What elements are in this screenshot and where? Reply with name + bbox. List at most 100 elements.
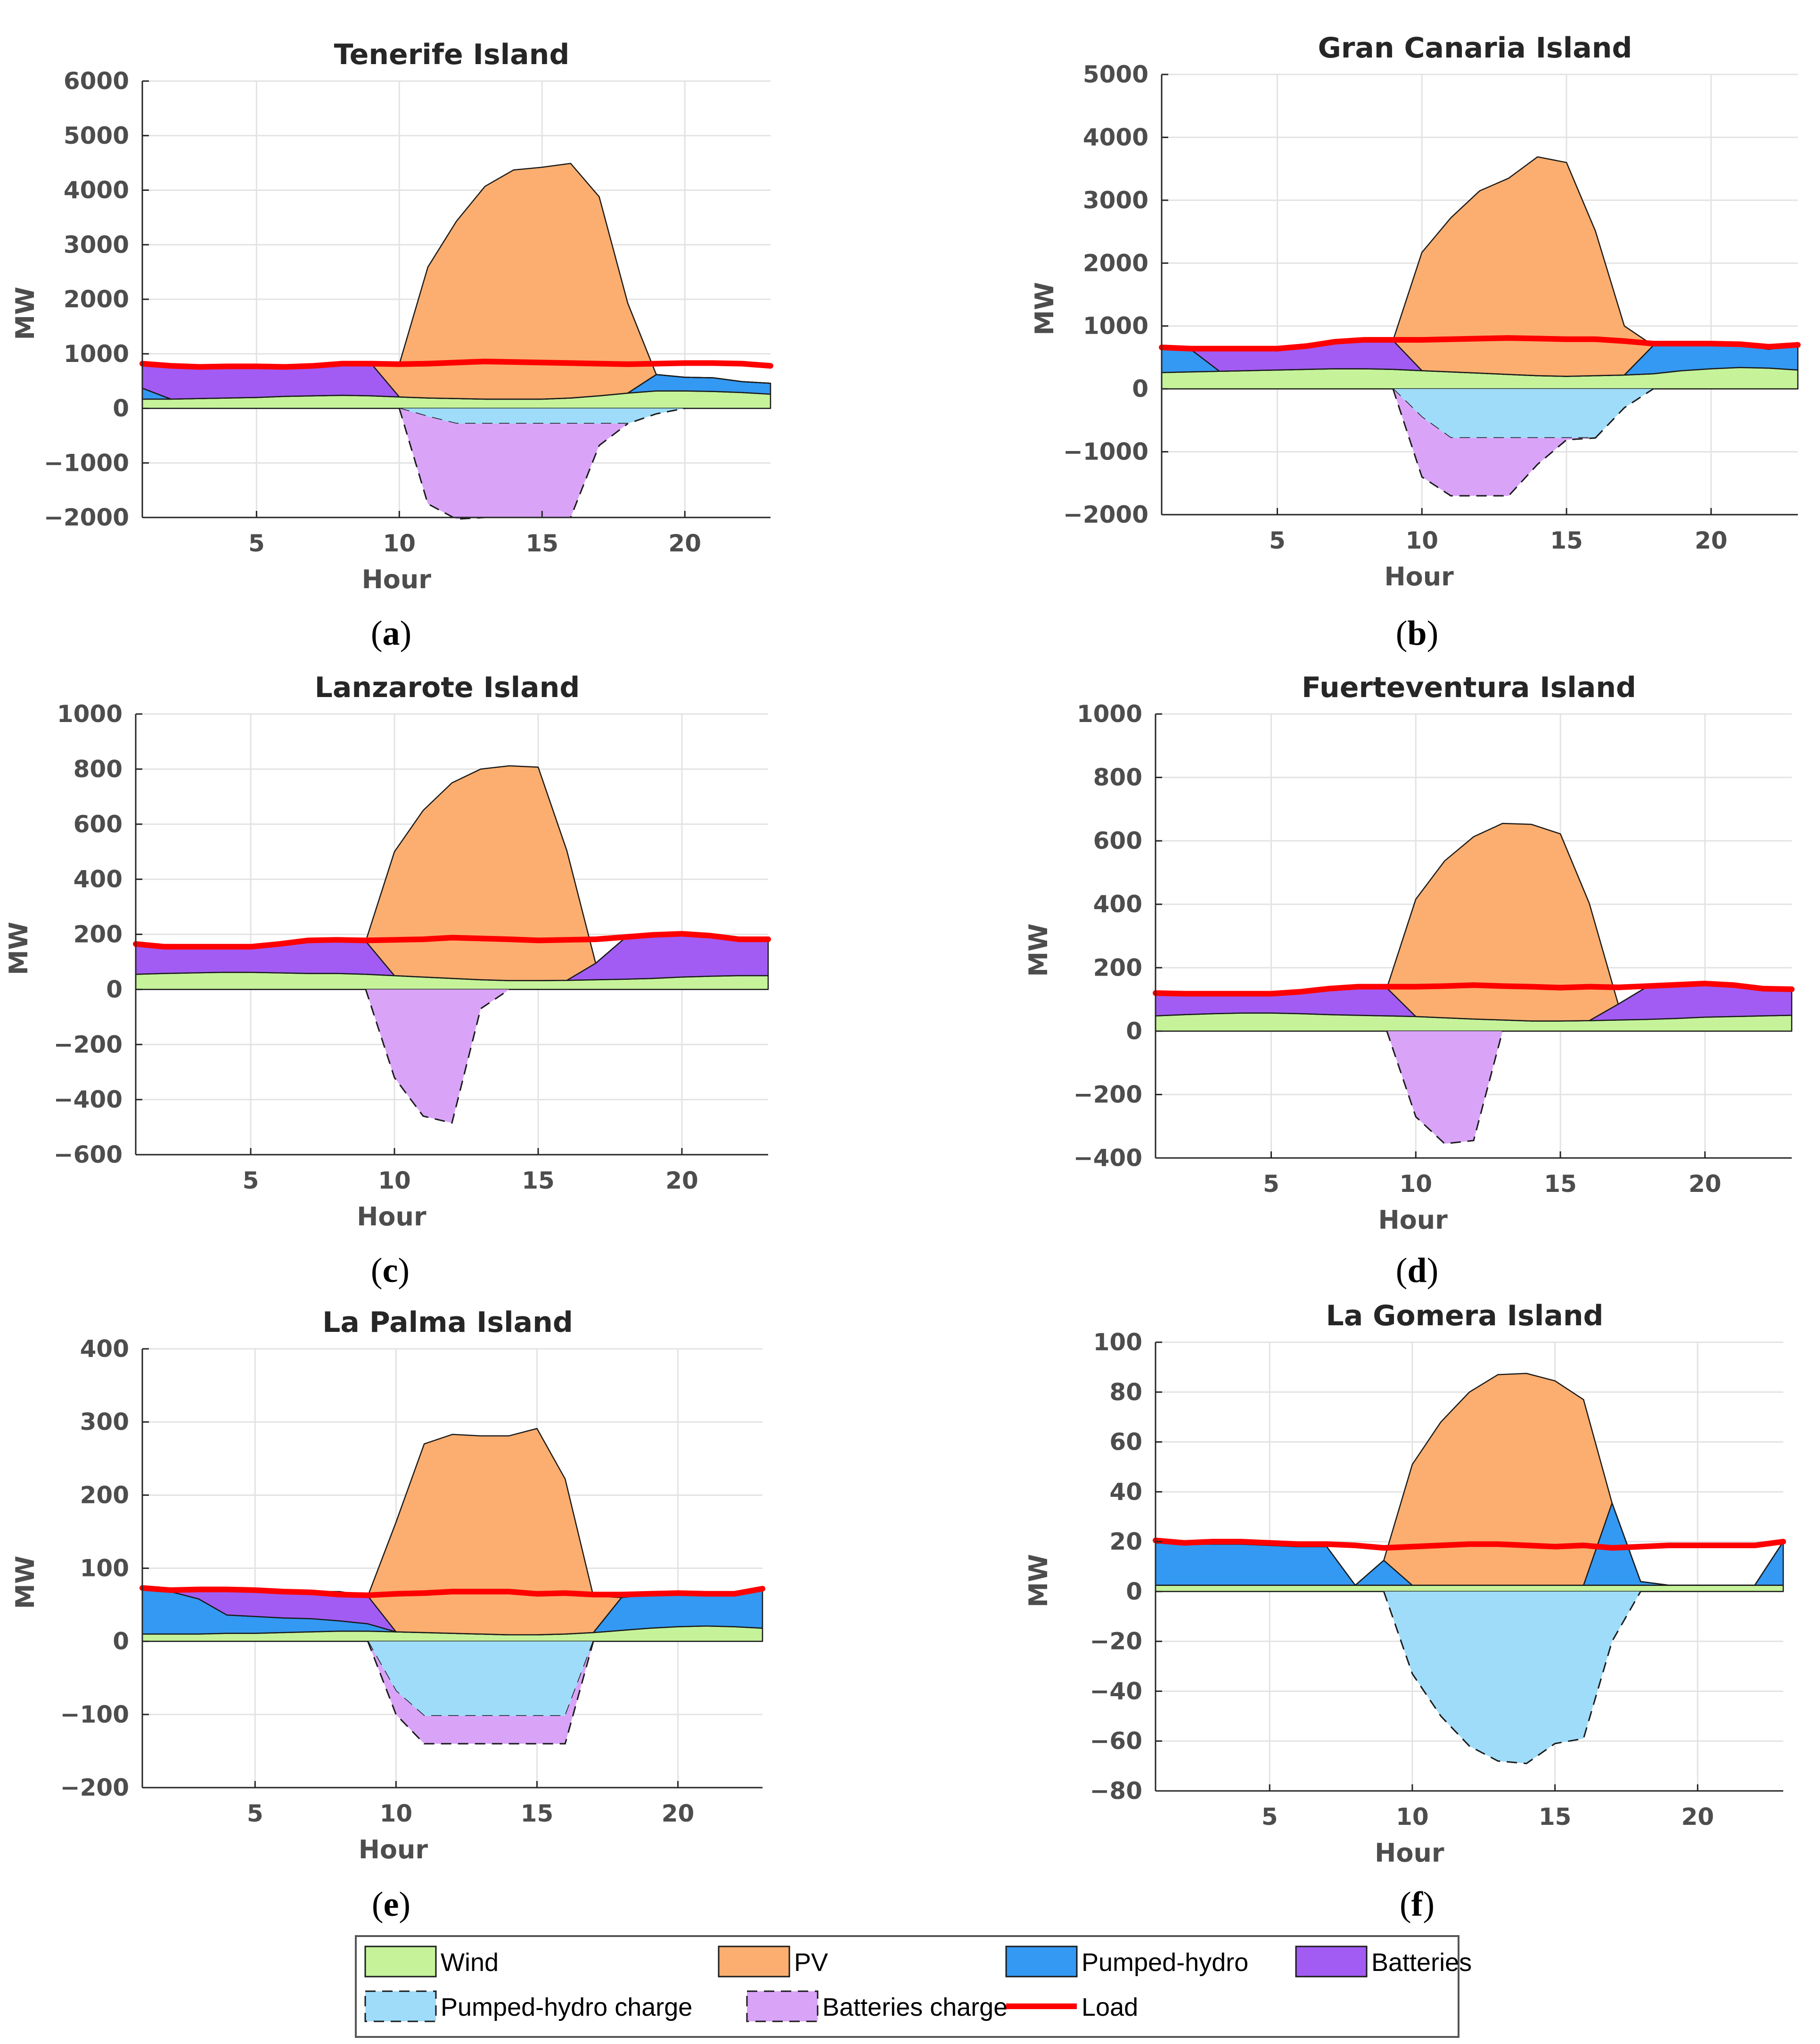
y-tick-label: 3000: [1083, 187, 1148, 214]
y-tick-label: 20: [1109, 1528, 1142, 1555]
y-tick-label: 0: [1126, 1578, 1142, 1605]
y-tick-label: −2000: [44, 504, 129, 531]
y-tick-label: 6000: [64, 67, 129, 95]
legend-label: Wind: [441, 1948, 499, 1977]
chart-panel-e: 5 10 15 20 −200 −100 0 100 200 300 400 La Palma Isl…: [10, 1306, 765, 1924]
y-tick-label: 800: [1093, 764, 1142, 791]
y-tick-label: 0: [106, 976, 123, 1003]
y-tick-label: 800: [74, 755, 123, 783]
chart-panel-a: 5 10 15 20 −2000 −1000 0 1000 2000 3000 4000 5000 60…: [10, 38, 773, 653]
x-tick-label: 20: [1681, 1803, 1714, 1831]
edge-pumped-hydro-charge: [1392, 388, 1654, 439]
legend-item-batt: Batteries: [1295, 1945, 1472, 1978]
y-tick-label: 1000: [57, 700, 123, 728]
legend-swatch: [718, 1945, 790, 1978]
x-tick-label: 20: [1689, 1170, 1722, 1198]
x-tick-label: 15: [1544, 1170, 1577, 1198]
area-batteries-charge-fill: [136, 989, 768, 1123]
y-axis-label: MW: [4, 922, 33, 975]
legend-item-pv: PV: [718, 1945, 828, 1978]
x-tick-label: 10: [1399, 1170, 1432, 1198]
panel-label: (b): [1396, 614, 1438, 653]
panel-label: (a): [371, 614, 411, 653]
y-tick-label: 0: [113, 1628, 129, 1655]
y-tick-label: 80: [1109, 1379, 1142, 1406]
line-load: [1159, 335, 1801, 352]
legend-item-wind: Wind: [364, 1945, 499, 1978]
legend-items: Wind PV Pumped-hydro Batteries Pumped-hydro …: [364, 1945, 1472, 2022]
chart-title: Fuerteventura Island: [1302, 671, 1636, 704]
y-tick-label: 400: [1093, 891, 1142, 918]
legend-label: Pumped-hydro: [1082, 1948, 1248, 1977]
y-tick-label: −200: [1074, 1081, 1142, 1108]
y-tick-label: −40: [1090, 1677, 1142, 1705]
x-axis-label: Hour: [1375, 1838, 1444, 1868]
legend-label: PV: [794, 1948, 828, 1977]
y-axis-label: MW: [1024, 923, 1053, 977]
y-tick-label: 300: [80, 1408, 129, 1436]
y-axis-label: MW: [1024, 1554, 1053, 1607]
legend-swatch: [365, 1991, 436, 2021]
chart-title: Tenerife Island: [334, 38, 570, 71]
y-tick-label: 1000: [1077, 700, 1142, 728]
chart-panel-f: 5 10 15 20 −80 −60 −40 −20 0 20 40 60 80 100 La Gomera…: [1024, 1299, 1786, 1924]
legend-swatch: [1295, 1945, 1368, 1978]
edge-batteries-charge: [1392, 388, 1596, 497]
x-axis-label: Hour: [362, 565, 432, 594]
edge-batteries-charge: [367, 1641, 594, 1745]
area-pumped-hydro-charge-fill: [142, 1641, 762, 1716]
y-tick-label: 40: [1109, 1478, 1142, 1505]
x-tick-label: 5: [1263, 1170, 1279, 1198]
panel-label: (d): [1396, 1251, 1438, 1290]
x-tick-label: 5: [243, 1167, 259, 1194]
y-tick-label: 3000: [64, 231, 129, 258]
area-pumped-hydro-charge-fill: [1156, 1591, 1783, 1764]
chart-panel-d: 5 10 15 20 −400 −200 0 200 400 600 800 1000 Fuerteve…: [1024, 671, 1795, 1290]
line-load: [139, 1585, 765, 1598]
y-tick-label: −200: [54, 1031, 123, 1058]
chart-title: La Palma Island: [322, 1306, 573, 1339]
line-load: [133, 931, 771, 950]
legend-swatch: [1005, 1945, 1078, 1978]
x-tick-label: 20: [662, 1800, 695, 1827]
y-tick-label: 4000: [1083, 123, 1148, 151]
x-tick-label: 5: [247, 1800, 263, 1827]
area-wind: [1155, 1584, 1784, 1593]
chart-panel-b: 5 10 15 20 −2000 −1000 0 1000 2000 3000 4000 5000 Gr…: [1030, 32, 1801, 653]
legend-swatch-border: [746, 1990, 819, 2022]
legend-item-hydroCharge: Pumped-hydro charge: [364, 1990, 692, 2022]
chart-title: La Gomera Island: [1326, 1299, 1603, 1332]
x-axis-label: Hour: [357, 1202, 426, 1231]
y-tick-label: −60: [1090, 1727, 1142, 1755]
x-tick-label: 15: [525, 530, 558, 557]
y-tick-label: 2000: [64, 286, 129, 313]
y-tick-label: 60: [1109, 1428, 1142, 1456]
legend-box: [355, 1935, 1459, 2038]
chart-panels: 5 10 15 20−2000−100001000200030004000500060…: [4, 32, 1801, 1924]
edge-batteries-charge: [365, 989, 510, 1124]
y-tick-label: 2000: [1083, 249, 1148, 277]
legend-item-load: Load: [1006, 1993, 1138, 2021]
x-tick-label: 10: [1396, 1803, 1429, 1831]
x-tick-label: 15: [1539, 1803, 1572, 1831]
x-tick-label: 10: [1405, 527, 1438, 554]
x-tick-label: 20: [668, 530, 701, 557]
x-tick-label: 5: [1262, 1803, 1278, 1831]
area-batteries-charge-fill: [1156, 1031, 1792, 1144]
x-axis-label: Hour: [1384, 562, 1454, 591]
x-tick-label: 20: [1695, 527, 1728, 554]
y-tick-label: −200: [60, 1774, 129, 1801]
y-tick-label: −100: [60, 1701, 129, 1728]
edge-batteries-charge: [1386, 1031, 1503, 1145]
chart-panel-c: 5 10 15 20 −600 −400 −200 0 200 400 600 800 1000 Lanz…: [4, 671, 771, 1290]
area-batteries-charge-fill: [1162, 389, 1798, 496]
legend-label: Pumped-hydro charge: [441, 1993, 692, 2021]
y-tick-label: 5000: [64, 122, 129, 149]
y-tick-label: −80: [1090, 1777, 1142, 1805]
y-tick-label: 100: [1093, 1329, 1142, 1356]
y-tick-label: −400: [1074, 1144, 1142, 1172]
legend-item-hydro: Pumped-hydro: [1005, 1945, 1248, 1978]
legend-label: Batteries charge: [822, 1993, 1008, 2021]
y-tick-label: −2000: [1063, 501, 1148, 528]
